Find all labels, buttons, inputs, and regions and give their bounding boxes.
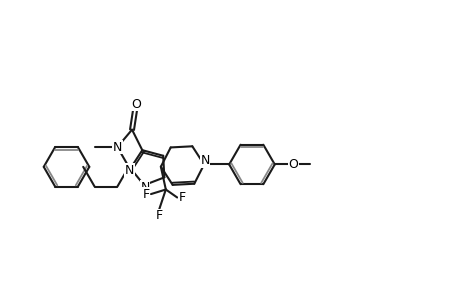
Text: N: N xyxy=(112,141,122,154)
Text: F: F xyxy=(142,188,149,201)
Text: N: N xyxy=(200,154,209,167)
Text: F: F xyxy=(155,209,162,223)
Text: F: F xyxy=(178,191,185,204)
Text: N: N xyxy=(140,181,150,194)
Text: N: N xyxy=(124,164,134,177)
Text: O: O xyxy=(131,98,140,111)
Text: O: O xyxy=(288,158,298,171)
